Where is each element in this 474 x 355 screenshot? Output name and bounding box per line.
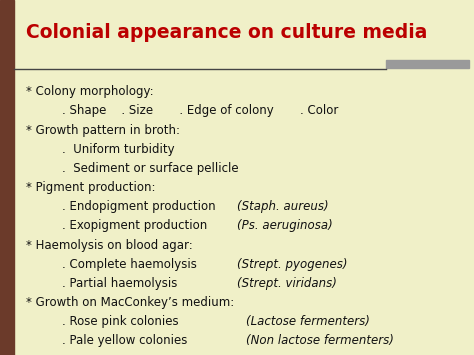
Text: . Endopigment production: . Endopigment production <box>62 200 215 213</box>
Text: (Lactose fermenters): (Lactose fermenters) <box>246 315 370 328</box>
Text: (Strept. pyogenes): (Strept. pyogenes) <box>237 258 347 271</box>
Text: (Strept. viridans): (Strept. viridans) <box>237 277 337 290</box>
Text: * Growth on MacConkey’s medium:: * Growth on MacConkey’s medium: <box>26 296 234 309</box>
Text: * Growth pattern in broth:: * Growth pattern in broth: <box>26 124 180 137</box>
Text: .  Uniform turbidity: . Uniform turbidity <box>62 143 174 156</box>
Text: . Pale yellow colonies: . Pale yellow colonies <box>62 334 187 348</box>
Text: . Complete haemolysis: . Complete haemolysis <box>62 258 197 271</box>
Text: . Exopigment production: . Exopigment production <box>62 219 207 233</box>
Text: (Staph. aureus): (Staph. aureus) <box>237 200 328 213</box>
Bar <box>0 0 14 355</box>
Bar <box>386 60 469 68</box>
Text: * Haemolysis on blood agar:: * Haemolysis on blood agar: <box>26 239 193 252</box>
Text: .  Sediment or surface pellicle: . Sediment or surface pellicle <box>62 162 238 175</box>
Text: . Partial haemolysis: . Partial haemolysis <box>62 277 177 290</box>
Text: * Colony morphology:: * Colony morphology: <box>26 85 154 98</box>
Text: (Non lactose fermenters): (Non lactose fermenters) <box>246 334 394 348</box>
Text: * Pigment production:: * Pigment production: <box>26 181 155 194</box>
Text: (Ps. aeruginosa): (Ps. aeruginosa) <box>237 219 333 233</box>
Text: Colonial appearance on culture media: Colonial appearance on culture media <box>26 23 428 42</box>
Text: . Shape    . Size       . Edge of colony       . Color: . Shape . Size . Edge of colony . Color <box>62 104 338 118</box>
Text: . Rose pink colonies: . Rose pink colonies <box>62 315 178 328</box>
